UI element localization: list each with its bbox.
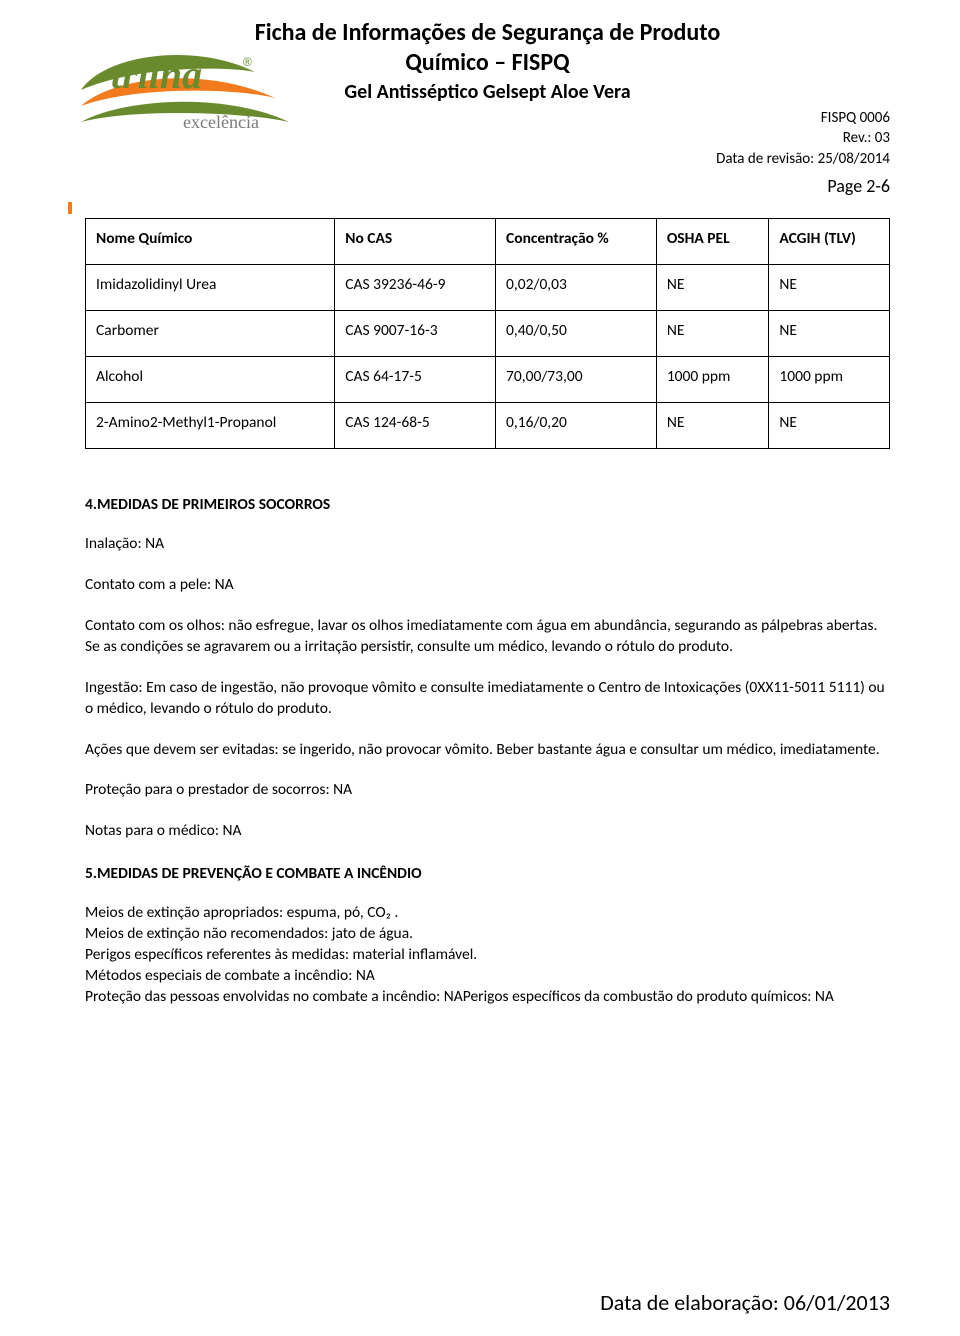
table-body: Imidazolidinyl UreaCAS 39236-46-90,02/0,… <box>86 265 890 449</box>
table-cell: CAS 64-17-5 <box>335 357 496 403</box>
first-aid-physician: Notas para o médico: NA <box>85 821 890 842</box>
table-column-header: ACGIH (TLV) <box>769 219 890 265</box>
first-aid-inhalation: Inalação: NA <box>85 534 890 555</box>
table-cell: 0,40/0,50 <box>496 311 657 357</box>
table-cell: NE <box>769 403 890 449</box>
table-column-header: Concentração % <box>496 219 657 265</box>
table-header-row: Nome QuímicoNo CASConcentração %OSHA PEL… <box>86 219 890 265</box>
logo-subtext: excelência <box>183 112 259 132</box>
table-cell: NE <box>656 403 769 449</box>
table-cell: CAS 39236-46-9 <box>335 265 496 311</box>
elaboration-date: Data de elaboração: 06/01/2013 <box>600 1289 890 1316</box>
table-row: Imidazolidinyl UreaCAS 39236-46-90,02/0,… <box>86 265 890 311</box>
first-aid-eyes: Contato com os olhos: não esfregue, lava… <box>85 616 890 658</box>
table-cell: 1000 ppm <box>656 357 769 403</box>
table-cell: NE <box>656 265 769 311</box>
first-aid-skin: Contato com a pele: NA <box>85 575 890 596</box>
table-cell: 0,02/0,03 <box>496 265 657 311</box>
table-cell: NE <box>769 265 890 311</box>
brand-logo: trilha ® excelência <box>75 36 300 136</box>
table-row: CarbomerCAS 9007-16-30,40/0,50NENE <box>86 311 890 357</box>
table-column-header: No CAS <box>335 219 496 265</box>
left-accent-bar <box>68 202 72 214</box>
registered-mark-icon: ® <box>243 55 252 69</box>
table-cell: CAS 124-68-5 <box>335 403 496 449</box>
table-cell: 0,16/0,20 <box>496 403 657 449</box>
table-row: AlcoholCAS 64-17-570,00/73,001000 ppm100… <box>86 357 890 403</box>
logo-wordmark: trilha <box>111 52 202 97</box>
doc-revision-date: Data de revisão: 25/08/2014 <box>85 149 890 169</box>
fire-specific-hazards: Perigos específicos referentes às medida… <box>85 945 890 966</box>
chemical-composition-table: Nome QuímicoNo CASConcentração %OSHA PEL… <box>85 218 890 449</box>
fire-ext-appropriate: Meios de extinção apropriados: espuma, p… <box>85 903 890 924</box>
table-cell: NE <box>769 311 890 357</box>
first-aid-ingestion: Ingestão: Em caso de ingestão, não provo… <box>85 678 890 720</box>
fire-personnel-protection: Proteção das pessoas envolvidas no comba… <box>85 987 890 1008</box>
table-cell: CAS 9007-16-3 <box>335 311 496 357</box>
table-cell: Imidazolidinyl Urea <box>86 265 335 311</box>
section-4-heading: 4.MEDIDAS DE PRIMEIROS SOCORROS <box>85 495 890 514</box>
page-number: Page 2-6 <box>85 175 890 197</box>
logo-swoosh-icon: trilha ® excelência <box>75 36 300 136</box>
table-cell: 2-Amino2-Methyl1-Propanol <box>86 403 335 449</box>
table-cell: Alcohol <box>86 357 335 403</box>
section-5-heading: 5.MEDIDAS DE PREVENÇÃO E COMBATE A INCÊN… <box>85 864 890 883</box>
table-column-header: Nome Químico <box>86 219 335 265</box>
table-cell: NE <box>656 311 769 357</box>
table-cell: 70,00/73,00 <box>496 357 657 403</box>
first-aid-rescuer: Proteção para o prestador de socorros: N… <box>85 780 890 801</box>
table-cell: Carbomer <box>86 311 335 357</box>
table-cell: 1000 ppm <box>769 357 890 403</box>
first-aid-avoid: Ações que devem ser evitadas: se ingerid… <box>85 740 890 761</box>
fire-special-methods: Métodos especiais de combate a incêndio:… <box>85 966 890 987</box>
table-column-header: OSHA PEL <box>656 219 769 265</box>
fire-ext-not-recommended: Meios de extinção não recomendados: jato… <box>85 924 890 945</box>
document-header: trilha ® excelência Ficha de Informações… <box>85 18 890 200</box>
table-row: 2-Amino2-Methyl1-PropanolCAS 124-68-50,1… <box>86 403 890 449</box>
